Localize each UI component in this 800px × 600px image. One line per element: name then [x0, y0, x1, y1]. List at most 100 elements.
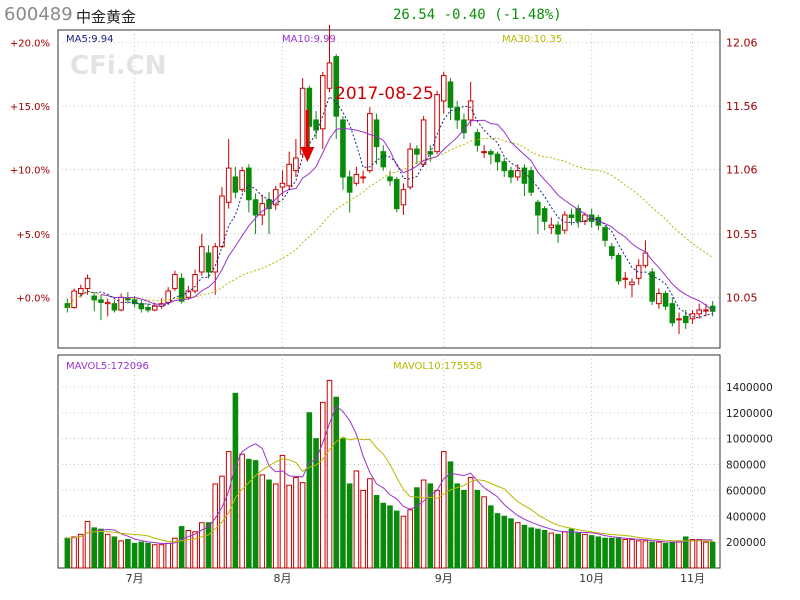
candle-body [649, 271, 655, 302]
annotation-arrow-head [300, 147, 315, 162]
watermark: CFi.CN [70, 51, 166, 81]
volume-bar [568, 528, 575, 569]
volume-bar [555, 533, 561, 569]
candle-body [346, 176, 353, 193]
volume-bar [682, 536, 689, 569]
volume-bar [259, 474, 266, 569]
candle-body [151, 305, 158, 311]
volume-bar [232, 392, 239, 569]
candle-body [118, 296, 124, 311]
candle-body [635, 265, 642, 279]
volume-bar [111, 536, 118, 569]
pct-tick-label: +15.0% [10, 102, 50, 113]
candle-body [145, 306, 151, 311]
candle-body [602, 227, 608, 241]
candle-body [555, 224, 561, 235]
candle-body [192, 274, 198, 292]
candle-body [629, 281, 635, 286]
legend-ma5: MA5:9.94 [66, 34, 113, 45]
volume-tick-label: 1200000 [726, 408, 773, 420]
candle-body [293, 157, 299, 172]
volume-bar [84, 520, 91, 569]
volume-bar [508, 518, 514, 569]
candle-body [676, 318, 682, 321]
volume-bar [528, 527, 534, 569]
volume-bar [541, 529, 548, 569]
candle-body [434, 94, 440, 153]
legend-mavol10: MAVOL10:175558 [393, 361, 482, 372]
pct-tick-label: +10.0% [10, 165, 50, 176]
candle-body [548, 224, 555, 229]
candle-body [286, 163, 292, 187]
volume-bar [709, 541, 716, 569]
candle-body [609, 246, 615, 257]
price-change-pct: (-1.48%) [494, 7, 562, 23]
candle-body [514, 170, 521, 178]
volume-bar [414, 487, 420, 569]
volume-bar [125, 539, 131, 569]
candle-body [582, 214, 588, 222]
month-tick-label: 9月 [435, 572, 453, 585]
candle-body [252, 199, 259, 216]
candle-body [279, 182, 286, 188]
candle-body [380, 151, 387, 168]
volume-bar [360, 489, 366, 569]
volume-bar [602, 537, 608, 569]
volume-bar [575, 532, 581, 569]
candle-body [131, 299, 138, 305]
month-tick-label: 10月 [579, 572, 604, 585]
volume-bar [561, 531, 568, 569]
price-tick-label: 10.05 [726, 291, 758, 304]
candle-body [467, 100, 474, 121]
volume-bar [78, 533, 84, 569]
mavol5-line [67, 405, 713, 545]
volume-bar [393, 510, 400, 569]
candle-body [319, 75, 326, 130]
price-tick-label: 10.55 [726, 228, 758, 241]
candle-body [414, 148, 420, 155]
volume-bar [649, 541, 655, 569]
candle-body [313, 119, 319, 131]
candle-body [246, 167, 252, 201]
volume-bar [635, 540, 642, 569]
candle-body [64, 303, 71, 308]
volume-bar [279, 454, 286, 569]
volume-bar [353, 470, 360, 569]
volume-tick-label: 1000000 [726, 434, 773, 446]
volume-bar [447, 461, 454, 569]
pct-tick-label: +5.0% [16, 230, 50, 241]
candle-body [575, 208, 581, 222]
candle-body [568, 214, 575, 219]
month-tick-label: 8月 [273, 572, 291, 585]
volume-bar [407, 509, 413, 569]
volume-bar [185, 529, 192, 569]
volume-bar [669, 541, 676, 569]
volume-bar [588, 535, 595, 569]
volume-tick-label: 800000 [726, 460, 766, 472]
volume-bar [380, 502, 387, 569]
volume-bar [703, 541, 709, 569]
price-change: -0.40 [443, 7, 486, 23]
candle-body [138, 303, 145, 310]
stock-code: 600489 [4, 4, 73, 25]
volume-bar [326, 379, 333, 569]
legend-ma10: MA10:9.99 [282, 34, 336, 45]
volume-bar [192, 531, 198, 569]
volume-bar [138, 541, 145, 569]
pct-tick-label: +0.0% [16, 293, 50, 304]
candle-body [178, 277, 185, 302]
candle-body [461, 119, 467, 134]
candle-body [642, 252, 649, 267]
candle-body [111, 303, 118, 311]
volume-bar [514, 522, 521, 569]
candle-body [71, 290, 77, 308]
volume-bar [272, 483, 279, 569]
candle-body [454, 106, 461, 121]
volume-bar [178, 526, 185, 569]
candle-body [669, 303, 676, 324]
candle-body [561, 214, 568, 231]
ma5-line [80, 95, 713, 319]
volume-bar [205, 522, 212, 569]
chart-header: 600489 中金黄金 26.54 -0.40 (-1.48%) [0, 0, 800, 28]
